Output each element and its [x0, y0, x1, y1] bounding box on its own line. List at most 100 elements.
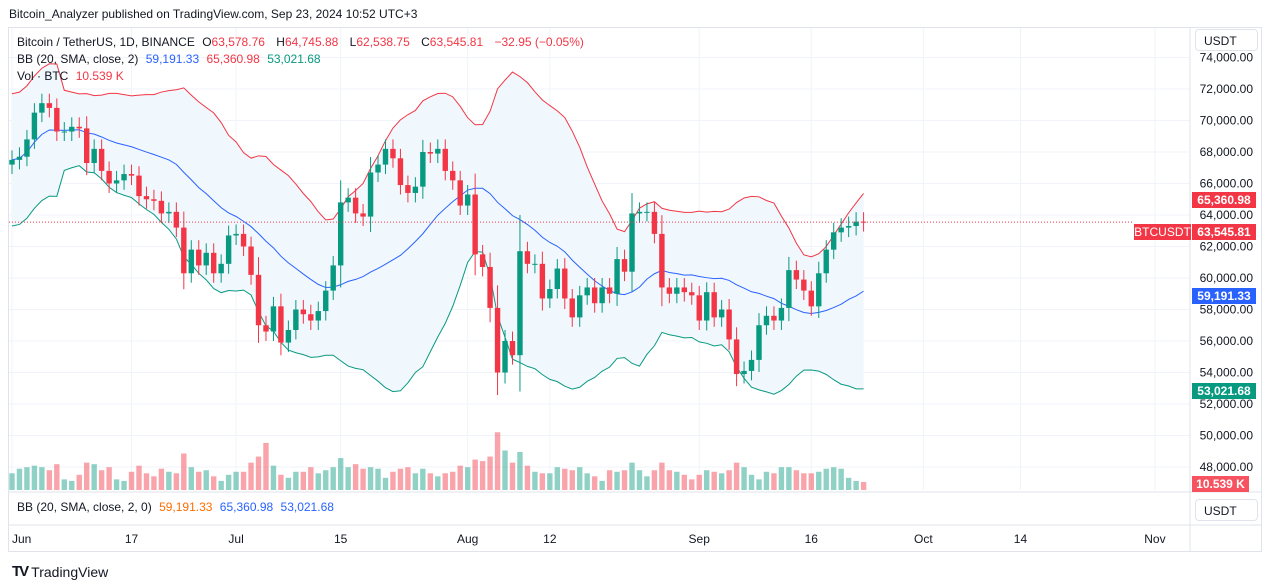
candle-body: [330, 265, 336, 291]
volume-bar: [308, 467, 314, 490]
volume-bar: [345, 467, 351, 490]
y-tick-label: 70,000.00: [1200, 114, 1254, 128]
volume-bar: [203, 470, 209, 490]
candle: [233, 224, 239, 245]
candle: [494, 285, 501, 396]
volume-bar: [741, 467, 747, 490]
y-tick-label: 50,000.00: [1200, 429, 1254, 443]
volume-bar: [121, 480, 127, 490]
candle: [539, 251, 546, 311]
volume-bar: [569, 470, 575, 490]
volume-bar: [599, 480, 605, 490]
volume-bar: [98, 470, 105, 490]
bb-basis-line: [11, 129, 864, 314]
candle-body: [816, 273, 822, 307]
candle-body: [218, 263, 224, 274]
candle-body: [853, 221, 859, 227]
volume-bar: [427, 473, 434, 490]
candle: [210, 243, 217, 283]
candle: [405, 175, 411, 203]
candle-body: [210, 252, 217, 274]
volume-bar: [285, 477, 292, 490]
candle: [778, 298, 785, 330]
candle: [823, 240, 829, 283]
volume-bar: [352, 464, 359, 490]
volume-bar: [591, 476, 598, 490]
volume-bar: [711, 471, 717, 490]
candle: [196, 240, 202, 275]
bb-legend[interactable]: BB (20, SMA, close, 2) 59,191.33 65,360.…: [17, 52, 325, 66]
candle: [718, 300, 725, 327]
candle: [435, 139, 441, 164]
y-tick-label: 52,000.00: [1200, 397, 1254, 411]
volume-bar: [113, 479, 120, 490]
candle-body: [577, 295, 583, 318]
y-tick-label: 48,000.00: [1200, 460, 1254, 474]
candle-body: [181, 227, 187, 274]
candle: [113, 170, 120, 193]
tradingview-logo[interactable]: TV TradingView: [12, 563, 108, 580]
candle-body: [479, 254, 486, 267]
bb-lower-line: [11, 165, 864, 395]
candle: [91, 139, 97, 173]
currency-button[interactable]: USDT: [1195, 29, 1258, 51]
candle-body: [599, 287, 605, 304]
candle: [293, 300, 299, 340]
candle: [517, 214, 523, 392]
candle-body: [442, 148, 448, 171]
candle: [24, 129, 30, 167]
volume-bar: [278, 474, 284, 490]
volume-bar: [61, 479, 67, 490]
volume-bar: [173, 473, 180, 490]
candle-body: [46, 103, 53, 108]
candle-body: [651, 211, 658, 234]
candle: [681, 278, 687, 302]
volume-bar: [472, 459, 478, 490]
candle: [853, 212, 859, 236]
volume-bar: [644, 476, 650, 490]
x-tick-label: Sep: [689, 532, 711, 546]
open-number: 63,578.76: [211, 35, 265, 49]
volume-bar: [584, 473, 590, 490]
candle-body: [464, 194, 471, 206]
candle-body: [681, 287, 687, 293]
bb-fill: [12, 63, 864, 395]
candle-body: [98, 148, 105, 171]
volume-bar: [196, 471, 202, 490]
candle: [450, 161, 456, 190]
x-tick-label: 14: [1014, 532, 1028, 546]
volume-bar: [793, 470, 800, 490]
pane2-currency-button[interactable]: USDT: [1195, 499, 1258, 521]
volume-bar: [188, 467, 194, 490]
candle: [838, 218, 844, 242]
candle-body: [450, 170, 456, 181]
pane2-label: BB (20, SMA, close, 2, 0): [17, 500, 152, 514]
candle-body: [621, 259, 628, 272]
volume-bar: [420, 468, 426, 490]
publish-info: Bitcoin_Analyzer published on TradingVie…: [9, 7, 418, 21]
x-tick-label: Aug: [457, 532, 478, 546]
bb-basis-value: 59,191.33: [145, 52, 200, 66]
candle: [457, 170, 463, 215]
volume-bar: [218, 480, 224, 490]
candle-body: [696, 295, 702, 321]
x-tick-label: Oct: [914, 532, 933, 546]
candle: [203, 243, 209, 275]
candle-body: [375, 164, 381, 173]
candle-body: [128, 174, 135, 176]
volume-bar: [210, 476, 217, 490]
candle-body: [166, 211, 172, 214]
candle-body: [76, 126, 82, 129]
candle: [621, 249, 628, 282]
volume-label: Vol · BTC: [17, 69, 69, 83]
candle: [285, 320, 292, 353]
volume-bar: [733, 462, 740, 490]
candle: [577, 285, 583, 327]
volume-legend[interactable]: Vol · BTC 10.539 K: [17, 69, 128, 83]
candle-body: [517, 251, 523, 356]
pane2-legend[interactable]: BB (20, SMA, close, 2, 0) 59,191.33 65,3…: [17, 500, 338, 514]
volume-bar: [636, 470, 643, 490]
candle: [136, 166, 142, 206]
candle-body: [539, 263, 546, 299]
